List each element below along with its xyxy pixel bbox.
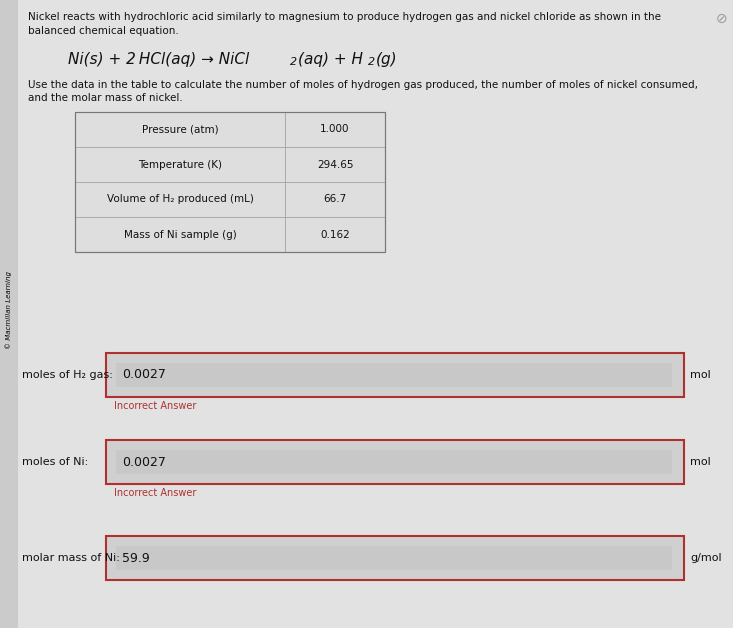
Text: moles of H₂ gas:: moles of H₂ gas: — [22, 370, 113, 380]
Text: 294.65: 294.65 — [317, 160, 353, 170]
Text: © Macmillan Learning: © Macmillan Learning — [6, 271, 12, 349]
Bar — [106, 440, 684, 484]
Text: 66.7: 66.7 — [323, 195, 347, 205]
Text: Ni(s) + 2 HCl(aq) → NiCl: Ni(s) + 2 HCl(aq) → NiCl — [68, 52, 249, 67]
Text: Volume of H₂ produced (mL): Volume of H₂ produced (mL) — [106, 195, 254, 205]
Bar — [106, 536, 684, 580]
Bar — [116, 363, 672, 387]
Bar — [75, 112, 385, 252]
Text: ⊘: ⊘ — [716, 12, 728, 26]
Bar — [116, 450, 672, 474]
Text: and the molar mass of nickel.: and the molar mass of nickel. — [28, 93, 183, 103]
Text: Pressure (atm): Pressure (atm) — [141, 124, 218, 134]
Text: mol: mol — [690, 457, 711, 467]
Text: 0.0027: 0.0027 — [122, 369, 166, 381]
Text: Incorrect Answer: Incorrect Answer — [114, 488, 196, 498]
Bar — [106, 353, 684, 397]
Text: 59.9: 59.9 — [122, 551, 150, 565]
Text: balanced chemical equation.: balanced chemical equation. — [28, 26, 179, 36]
Text: 0.162: 0.162 — [320, 229, 350, 239]
Text: 0.0027: 0.0027 — [122, 455, 166, 468]
Text: 2: 2 — [368, 57, 375, 67]
Text: 1.000: 1.000 — [320, 124, 350, 134]
Text: Temperature (K): Temperature (K) — [138, 160, 222, 170]
Text: Incorrect Answer: Incorrect Answer — [114, 401, 196, 411]
Text: mol: mol — [690, 370, 711, 380]
Text: (aq) + H: (aq) + H — [298, 52, 363, 67]
Text: Nickel reacts with hydrochloric acid similarly to magnesium to produce hydrogen : Nickel reacts with hydrochloric acid sim… — [28, 12, 661, 22]
Bar — [75, 112, 385, 252]
Bar — [116, 546, 672, 570]
Text: (g): (g) — [376, 52, 397, 67]
Text: 2: 2 — [290, 57, 297, 67]
Text: molar mass of Ni:: molar mass of Ni: — [22, 553, 120, 563]
Text: moles of Ni:: moles of Ni: — [22, 457, 88, 467]
Text: Use the data in the table to calculate the number of moles of hydrogen gas produ: Use the data in the table to calculate t… — [28, 80, 698, 90]
Text: g/mol: g/mol — [690, 553, 721, 563]
Text: Mass of Ni sample (g): Mass of Ni sample (g) — [124, 229, 236, 239]
